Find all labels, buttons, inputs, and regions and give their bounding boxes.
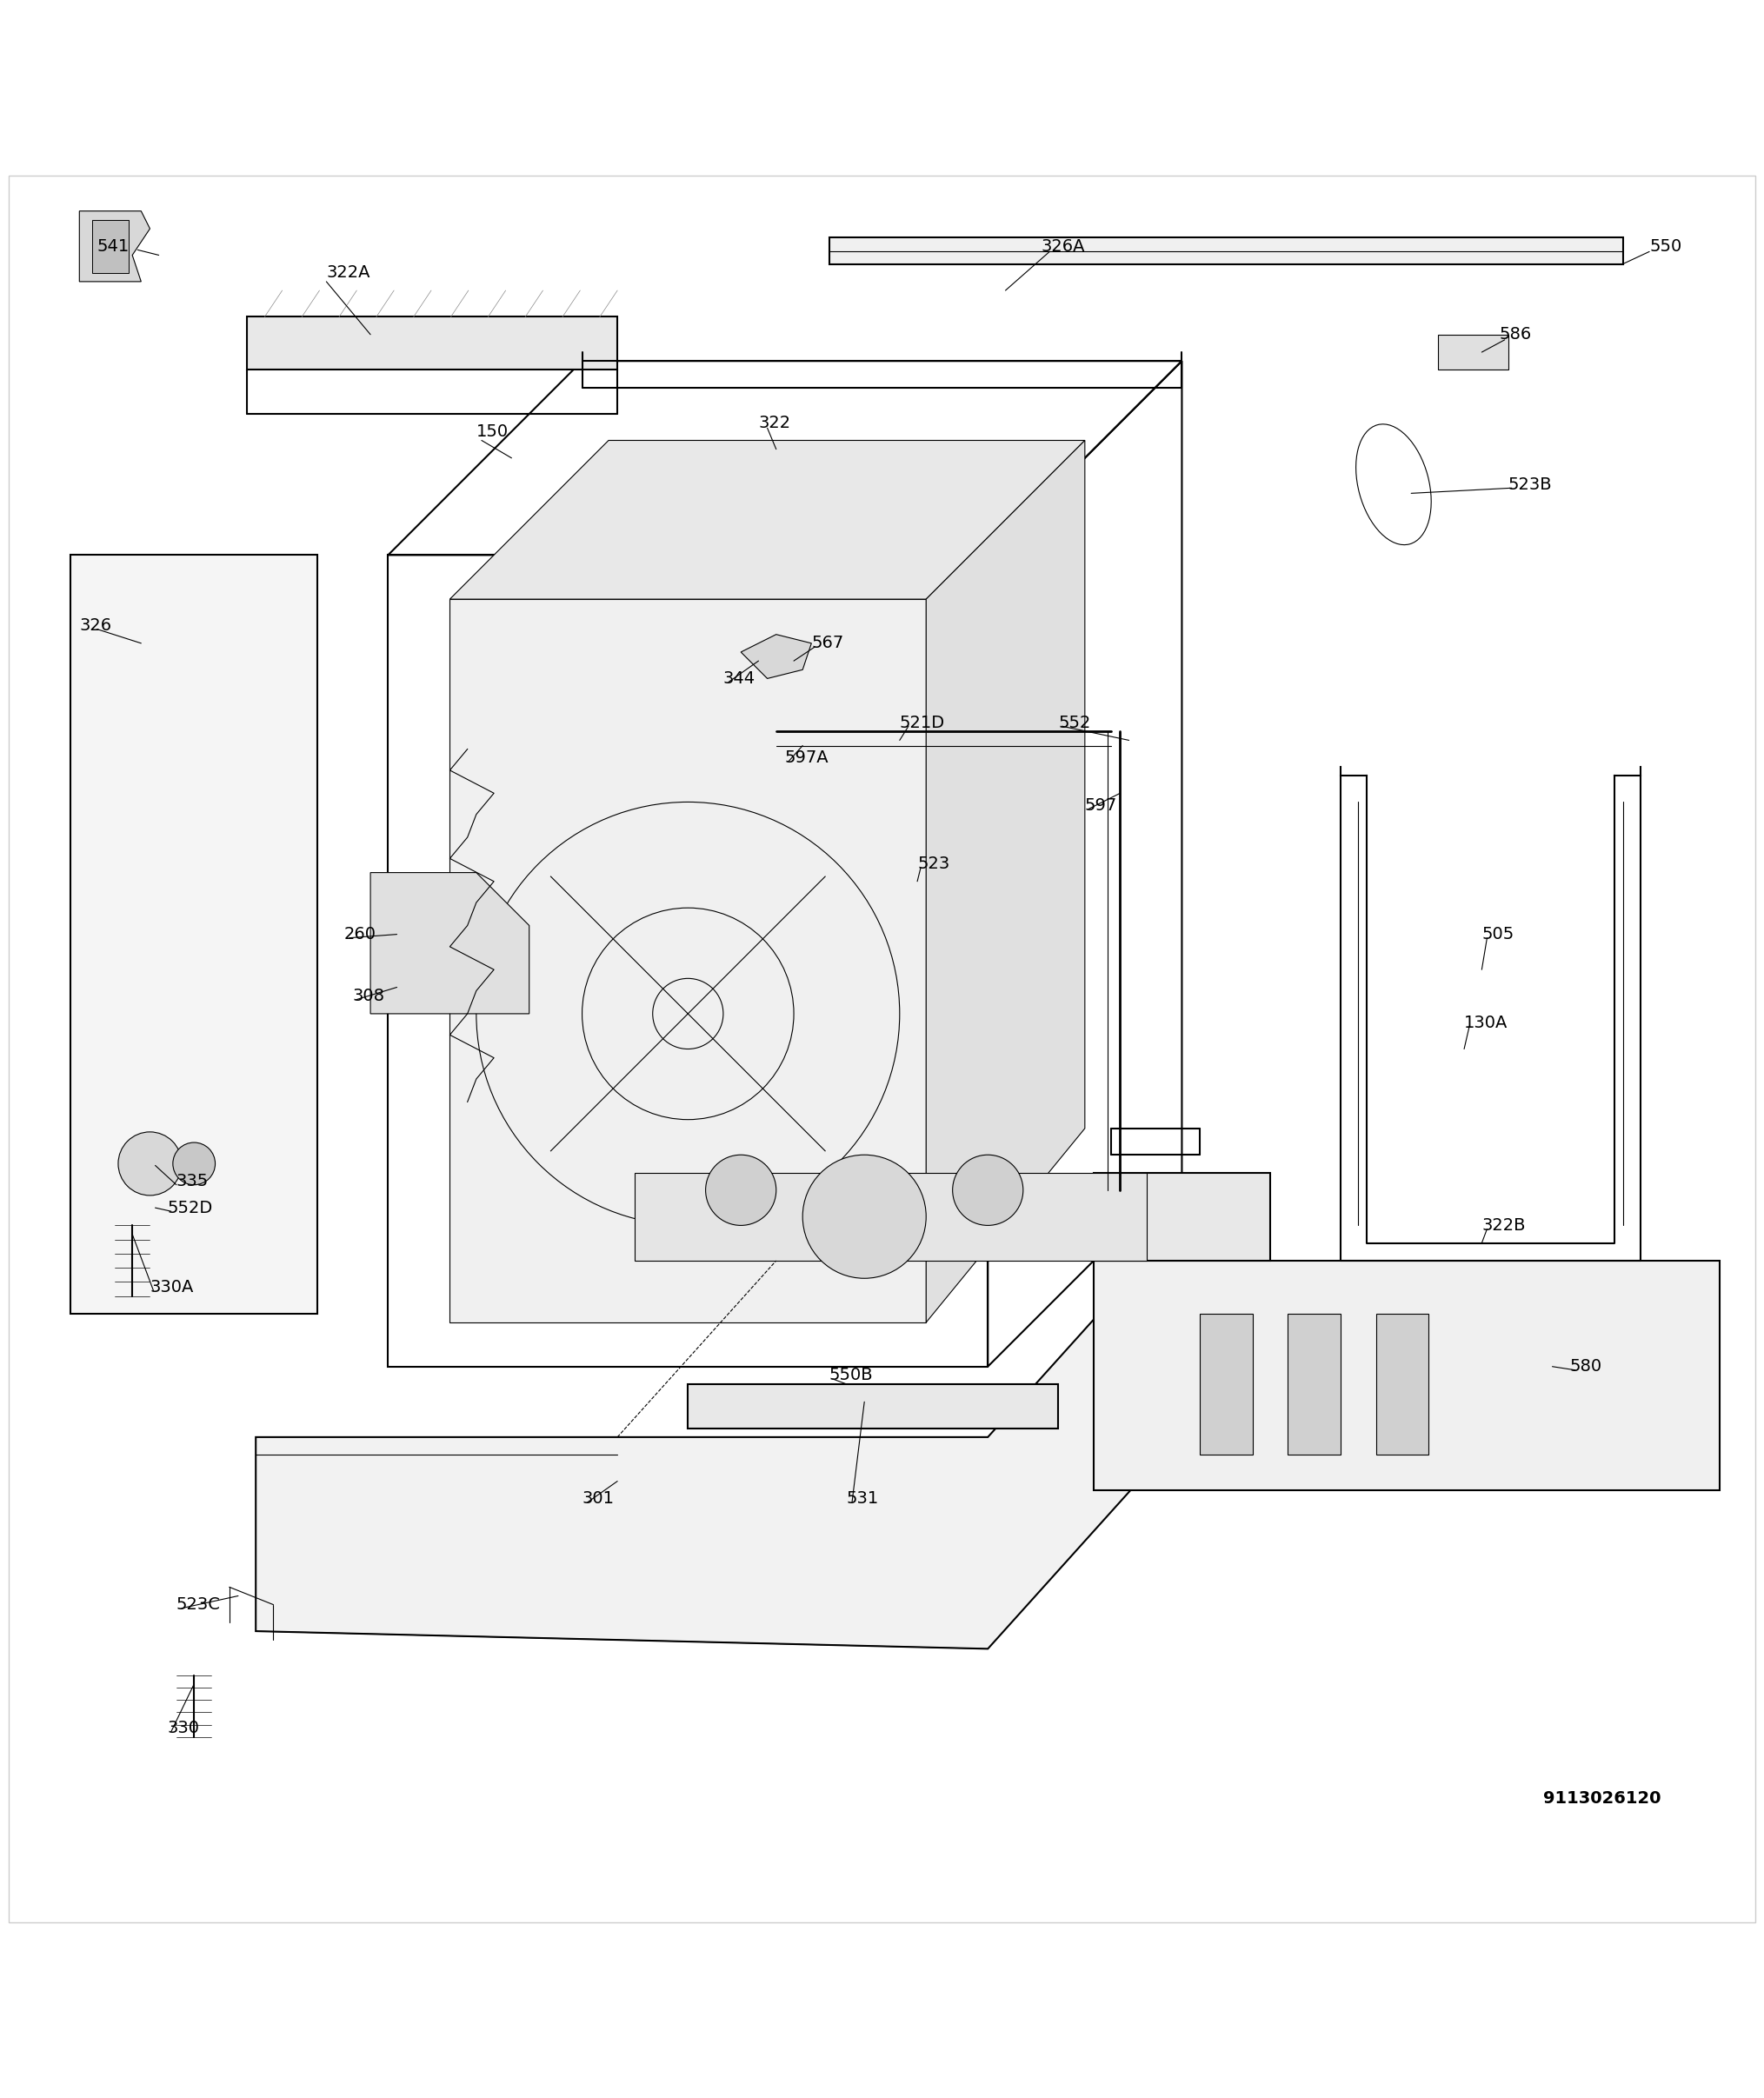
Text: 9113026120: 9113026120 xyxy=(1544,1790,1662,1806)
Text: 523B: 523B xyxy=(1508,476,1552,493)
Text: 521D: 521D xyxy=(900,715,946,730)
Polygon shape xyxy=(79,212,150,281)
Text: 301: 301 xyxy=(582,1490,614,1506)
Bar xyxy=(1200,1313,1252,1454)
Text: 580: 580 xyxy=(1570,1357,1602,1374)
Polygon shape xyxy=(688,1385,1058,1429)
Bar xyxy=(1288,1313,1341,1454)
Polygon shape xyxy=(370,873,529,1013)
Text: 550: 550 xyxy=(1649,237,1681,254)
Text: 541: 541 xyxy=(97,237,129,254)
Text: 586: 586 xyxy=(1499,327,1531,342)
Text: 531: 531 xyxy=(847,1490,878,1506)
Circle shape xyxy=(706,1154,776,1225)
Text: 330A: 330A xyxy=(150,1280,194,1294)
Polygon shape xyxy=(256,1261,1147,1649)
Text: 322B: 322B xyxy=(1482,1217,1526,1234)
Text: 505: 505 xyxy=(1482,925,1514,942)
Polygon shape xyxy=(926,441,1085,1322)
Text: 322: 322 xyxy=(759,415,790,430)
Text: 523: 523 xyxy=(917,856,949,873)
Circle shape xyxy=(953,1154,1023,1225)
Text: 550B: 550B xyxy=(829,1368,873,1383)
Text: 322A: 322A xyxy=(326,264,370,281)
Polygon shape xyxy=(92,220,129,273)
Text: 335: 335 xyxy=(176,1173,208,1190)
Text: 260: 260 xyxy=(344,925,376,942)
Circle shape xyxy=(118,1133,182,1196)
Polygon shape xyxy=(247,317,617,369)
Polygon shape xyxy=(1438,334,1508,369)
Polygon shape xyxy=(829,237,1623,264)
Text: 130A: 130A xyxy=(1464,1013,1508,1030)
Text: 326A: 326A xyxy=(1041,237,1085,254)
Polygon shape xyxy=(450,441,1085,600)
Text: 150: 150 xyxy=(476,424,508,441)
Text: 567: 567 xyxy=(811,636,843,652)
Polygon shape xyxy=(1094,1261,1720,1490)
Polygon shape xyxy=(1094,1173,1270,1261)
Bar xyxy=(1376,1313,1429,1454)
Text: 326: 326 xyxy=(79,617,111,634)
Text: 344: 344 xyxy=(723,669,755,686)
Text: 308: 308 xyxy=(353,988,385,1005)
Circle shape xyxy=(803,1154,926,1278)
Text: 597: 597 xyxy=(1085,797,1117,814)
Polygon shape xyxy=(450,600,926,1322)
Text: 552: 552 xyxy=(1058,715,1090,730)
Text: 330: 330 xyxy=(168,1720,199,1737)
Text: 523C: 523C xyxy=(176,1597,220,1613)
Text: 597A: 597A xyxy=(785,749,829,766)
Circle shape xyxy=(173,1143,215,1185)
Polygon shape xyxy=(71,556,318,1313)
Polygon shape xyxy=(635,1173,1147,1261)
Polygon shape xyxy=(741,634,811,678)
Text: 552D: 552D xyxy=(168,1200,213,1217)
